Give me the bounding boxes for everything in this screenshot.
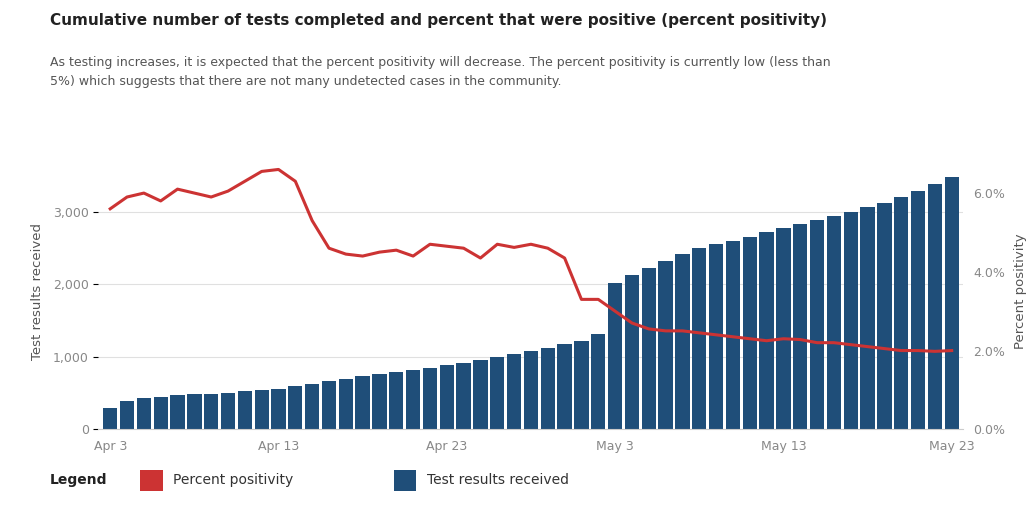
Bar bbox=[608, 283, 623, 429]
Bar bbox=[574, 341, 588, 429]
Text: As testing increases, it is expected that the percent positivity will decrease. : As testing increases, it is expected tha… bbox=[50, 56, 830, 87]
Bar bbox=[339, 378, 353, 429]
Bar bbox=[305, 384, 319, 429]
Bar bbox=[406, 370, 421, 429]
Bar bbox=[170, 395, 184, 429]
Text: Test results received: Test results received bbox=[427, 473, 569, 487]
Bar bbox=[776, 228, 790, 429]
Bar bbox=[288, 386, 303, 429]
Bar bbox=[423, 368, 437, 429]
Bar bbox=[743, 237, 757, 429]
Bar bbox=[137, 398, 151, 429]
Bar bbox=[439, 366, 454, 429]
Bar bbox=[827, 216, 841, 429]
Bar bbox=[103, 408, 117, 429]
Bar bbox=[390, 372, 403, 429]
Text: Percent positivity: Percent positivity bbox=[173, 473, 293, 487]
Bar bbox=[140, 470, 163, 491]
Bar bbox=[271, 388, 286, 429]
Bar bbox=[507, 354, 521, 429]
Bar bbox=[592, 333, 605, 429]
Text: Legend: Legend bbox=[50, 473, 108, 487]
Bar bbox=[625, 275, 639, 429]
Bar bbox=[726, 241, 740, 429]
Bar bbox=[843, 211, 858, 429]
Bar bbox=[153, 396, 168, 429]
Bar bbox=[394, 470, 416, 491]
Bar bbox=[457, 363, 470, 429]
Bar bbox=[541, 348, 555, 429]
Bar bbox=[355, 376, 370, 429]
Bar bbox=[911, 191, 925, 429]
Bar bbox=[204, 394, 219, 429]
Bar bbox=[794, 224, 807, 429]
Bar bbox=[322, 382, 336, 429]
Bar bbox=[524, 351, 538, 429]
Bar bbox=[473, 360, 488, 429]
Y-axis label: Test results received: Test results received bbox=[31, 223, 45, 360]
Bar bbox=[860, 207, 874, 429]
Text: Cumulative number of tests completed and percent that were positive (percent pos: Cumulative number of tests completed and… bbox=[50, 13, 827, 28]
Y-axis label: Percent positivity: Percent positivity bbox=[1013, 234, 1027, 349]
Bar bbox=[557, 344, 572, 429]
Bar bbox=[188, 394, 202, 429]
Bar bbox=[372, 374, 386, 429]
Bar bbox=[675, 254, 690, 429]
Bar bbox=[709, 244, 723, 429]
Bar bbox=[221, 393, 235, 429]
Bar bbox=[945, 177, 959, 429]
Bar bbox=[810, 220, 825, 429]
Bar bbox=[894, 197, 909, 429]
Bar bbox=[877, 203, 892, 429]
Bar bbox=[659, 261, 672, 429]
Bar bbox=[237, 391, 252, 429]
Bar bbox=[120, 401, 135, 429]
Bar bbox=[641, 268, 656, 429]
Bar bbox=[255, 390, 268, 429]
Bar bbox=[759, 232, 774, 429]
Bar bbox=[927, 184, 942, 429]
Bar bbox=[490, 357, 505, 429]
Bar bbox=[692, 248, 707, 429]
